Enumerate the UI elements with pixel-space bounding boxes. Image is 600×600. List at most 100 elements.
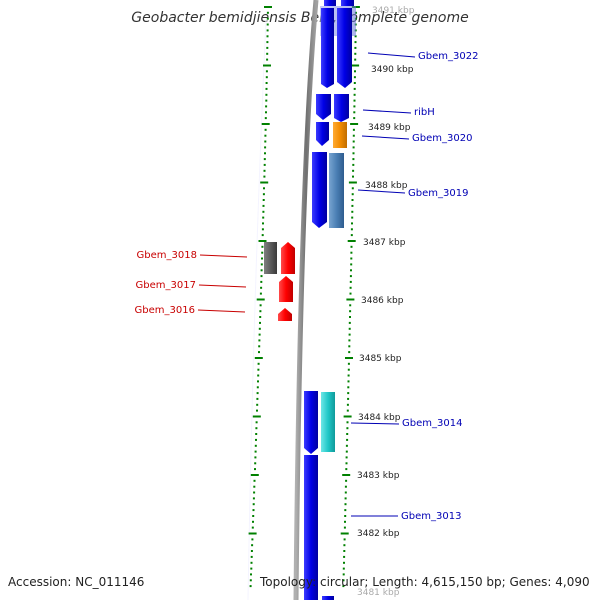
ruler-right-tick xyxy=(349,275,352,278)
reverse-strand-genes xyxy=(264,242,295,321)
ruler-right-tick xyxy=(345,479,348,482)
ruler-right-tick xyxy=(354,58,357,61)
gene-label-gbem-3013[interactable]: Gbem_3013 xyxy=(401,511,461,522)
ruler-left-tick xyxy=(252,503,255,506)
ruler-right-tick xyxy=(346,421,349,424)
ruler-left-tick xyxy=(265,105,268,108)
genome-title: Geobacter bemidjiensis Bem, complete gen… xyxy=(131,10,469,26)
ruler-right-tick xyxy=(349,310,352,313)
leader-gbem-3019 xyxy=(357,189,406,194)
ruler-right-tick xyxy=(353,99,356,102)
ruler-right-tick xyxy=(343,555,346,558)
ruler-left-tick xyxy=(254,456,257,459)
ruler-right-tick xyxy=(352,169,355,172)
accession-label: Accession: NC_011146 xyxy=(8,575,145,589)
gene-gbem-3019-a[interactable] xyxy=(312,152,327,228)
ruler-right-tick xyxy=(347,386,350,389)
leader-gbem-3022 xyxy=(367,52,416,58)
ruler-left-tick xyxy=(255,433,258,435)
tick-label-3486: 3486 kbp xyxy=(361,296,404,306)
ruler-right-tick xyxy=(345,444,348,447)
ruler-right-tick xyxy=(349,304,352,307)
gene-gbem-3018-gray[interactable] xyxy=(264,242,277,274)
ruler-right-tick xyxy=(348,181,357,184)
ruler-left-tick xyxy=(262,216,265,219)
ruler-right-tick xyxy=(348,345,351,348)
ruler-right-tick xyxy=(347,240,356,242)
ruler-right-tick xyxy=(354,46,357,49)
gene-label-gbem-3016[interactable]: Gbem_3016 xyxy=(135,305,195,316)
ruler-right-tick xyxy=(352,175,354,178)
ruler-left-tick xyxy=(256,386,259,389)
ruler-right-tick xyxy=(349,280,352,283)
gene-gbem-3017[interactable] xyxy=(279,276,293,302)
ruler-right-tick xyxy=(350,257,353,260)
ruler-left-tick xyxy=(263,187,265,190)
gene-label-gbem-3020[interactable]: Gbem_3020 xyxy=(412,133,472,144)
gene-partial-top-b[interactable] xyxy=(341,0,354,6)
gene-label-gbem-3022[interactable]: Gbem_3022 xyxy=(418,51,478,62)
ruler-right-tick xyxy=(347,392,350,395)
ruler-left-tick xyxy=(262,204,265,207)
ruler-left-tick xyxy=(253,485,256,488)
ruler-left-tick xyxy=(248,532,257,535)
gene-gbem-3019[interactable] xyxy=(329,153,344,228)
ruler-left-tick xyxy=(264,152,266,155)
ruler-left-tick xyxy=(257,368,260,371)
ruler-left-tick xyxy=(266,17,269,20)
ruler-left-tick xyxy=(257,380,259,383)
ruler-right-tick xyxy=(350,123,359,125)
ruler-left-tick xyxy=(250,550,253,552)
ruler-tick-labels: 3491 kbp 3490 kbp 3489 kbp 3488 kbp 3487… xyxy=(357,6,415,598)
ruler-right-tick xyxy=(346,433,349,435)
gene-partial-bottom[interactable] xyxy=(322,596,334,600)
ruler-right-tick xyxy=(350,245,353,248)
ruler-right-tick xyxy=(352,128,355,131)
gene-label-ribh[interactable]: ribH xyxy=(414,107,435,118)
ruler-left-tick xyxy=(251,538,254,541)
ruler-left-tick xyxy=(254,468,256,471)
gene-gbem-3016[interactable] xyxy=(278,308,292,321)
ruler-right-tick xyxy=(352,152,355,155)
ruler-right-tick xyxy=(346,409,349,412)
ruler-right-tick xyxy=(353,93,356,96)
gene-label-gbem-3018[interactable]: Gbem_3018 xyxy=(137,250,197,261)
ruler-left-tick xyxy=(264,117,267,120)
gene-gbem-3018[interactable] xyxy=(281,242,295,274)
ruler-right-tick xyxy=(351,222,353,225)
gene-label-gbem-3017[interactable]: Gbem_3017 xyxy=(136,280,196,291)
ruler-left-tick xyxy=(252,509,255,512)
gene-gbem-3014-a[interactable] xyxy=(304,391,318,454)
gene-ribh[interactable] xyxy=(334,94,349,122)
leader-gbem-3016 xyxy=(197,309,246,313)
ruler-right-tick xyxy=(354,41,357,44)
ruler-right-tick xyxy=(351,64,360,67)
gene-ribh-b[interactable] xyxy=(316,122,329,146)
gene-ribh-a[interactable] xyxy=(316,94,331,120)
gene-label-gbem-3019[interactable]: Gbem_3019 xyxy=(408,188,468,199)
ruler-right-tick xyxy=(351,216,354,219)
gene-partial-top-a[interactable] xyxy=(324,0,336,6)
gene-label-gbem-3014[interactable]: Gbem_3014 xyxy=(402,418,462,429)
gene-gbem-3020[interactable] xyxy=(333,122,347,148)
ruler-right-tick xyxy=(353,82,356,84)
ruler-left-tick xyxy=(250,561,253,564)
ruler-right-tick xyxy=(353,76,356,79)
ruler-right-tick xyxy=(350,234,353,237)
ruler-left-tick xyxy=(252,515,255,517)
ruler-left-tick xyxy=(252,497,255,500)
ruler-right-tick xyxy=(350,228,353,231)
ruler-left-tick xyxy=(264,140,267,143)
ruler-left-tick xyxy=(266,23,269,26)
ruler-left-tick xyxy=(249,585,252,588)
ruler-left-tick xyxy=(263,169,266,172)
gene-gbem-3014[interactable] xyxy=(321,392,335,452)
gene-gbem-3022[interactable] xyxy=(337,8,352,88)
gene-gbem-3022-a[interactable] xyxy=(321,8,334,88)
tick-label-3485: 3485 kbp xyxy=(359,354,402,364)
ruler-left-tick xyxy=(265,70,268,73)
ruler-left-tick xyxy=(265,87,268,90)
ruler-left-tick xyxy=(258,333,261,336)
gene-gbem-3013[interactable] xyxy=(304,455,318,600)
ruler-right-tick xyxy=(352,146,355,149)
